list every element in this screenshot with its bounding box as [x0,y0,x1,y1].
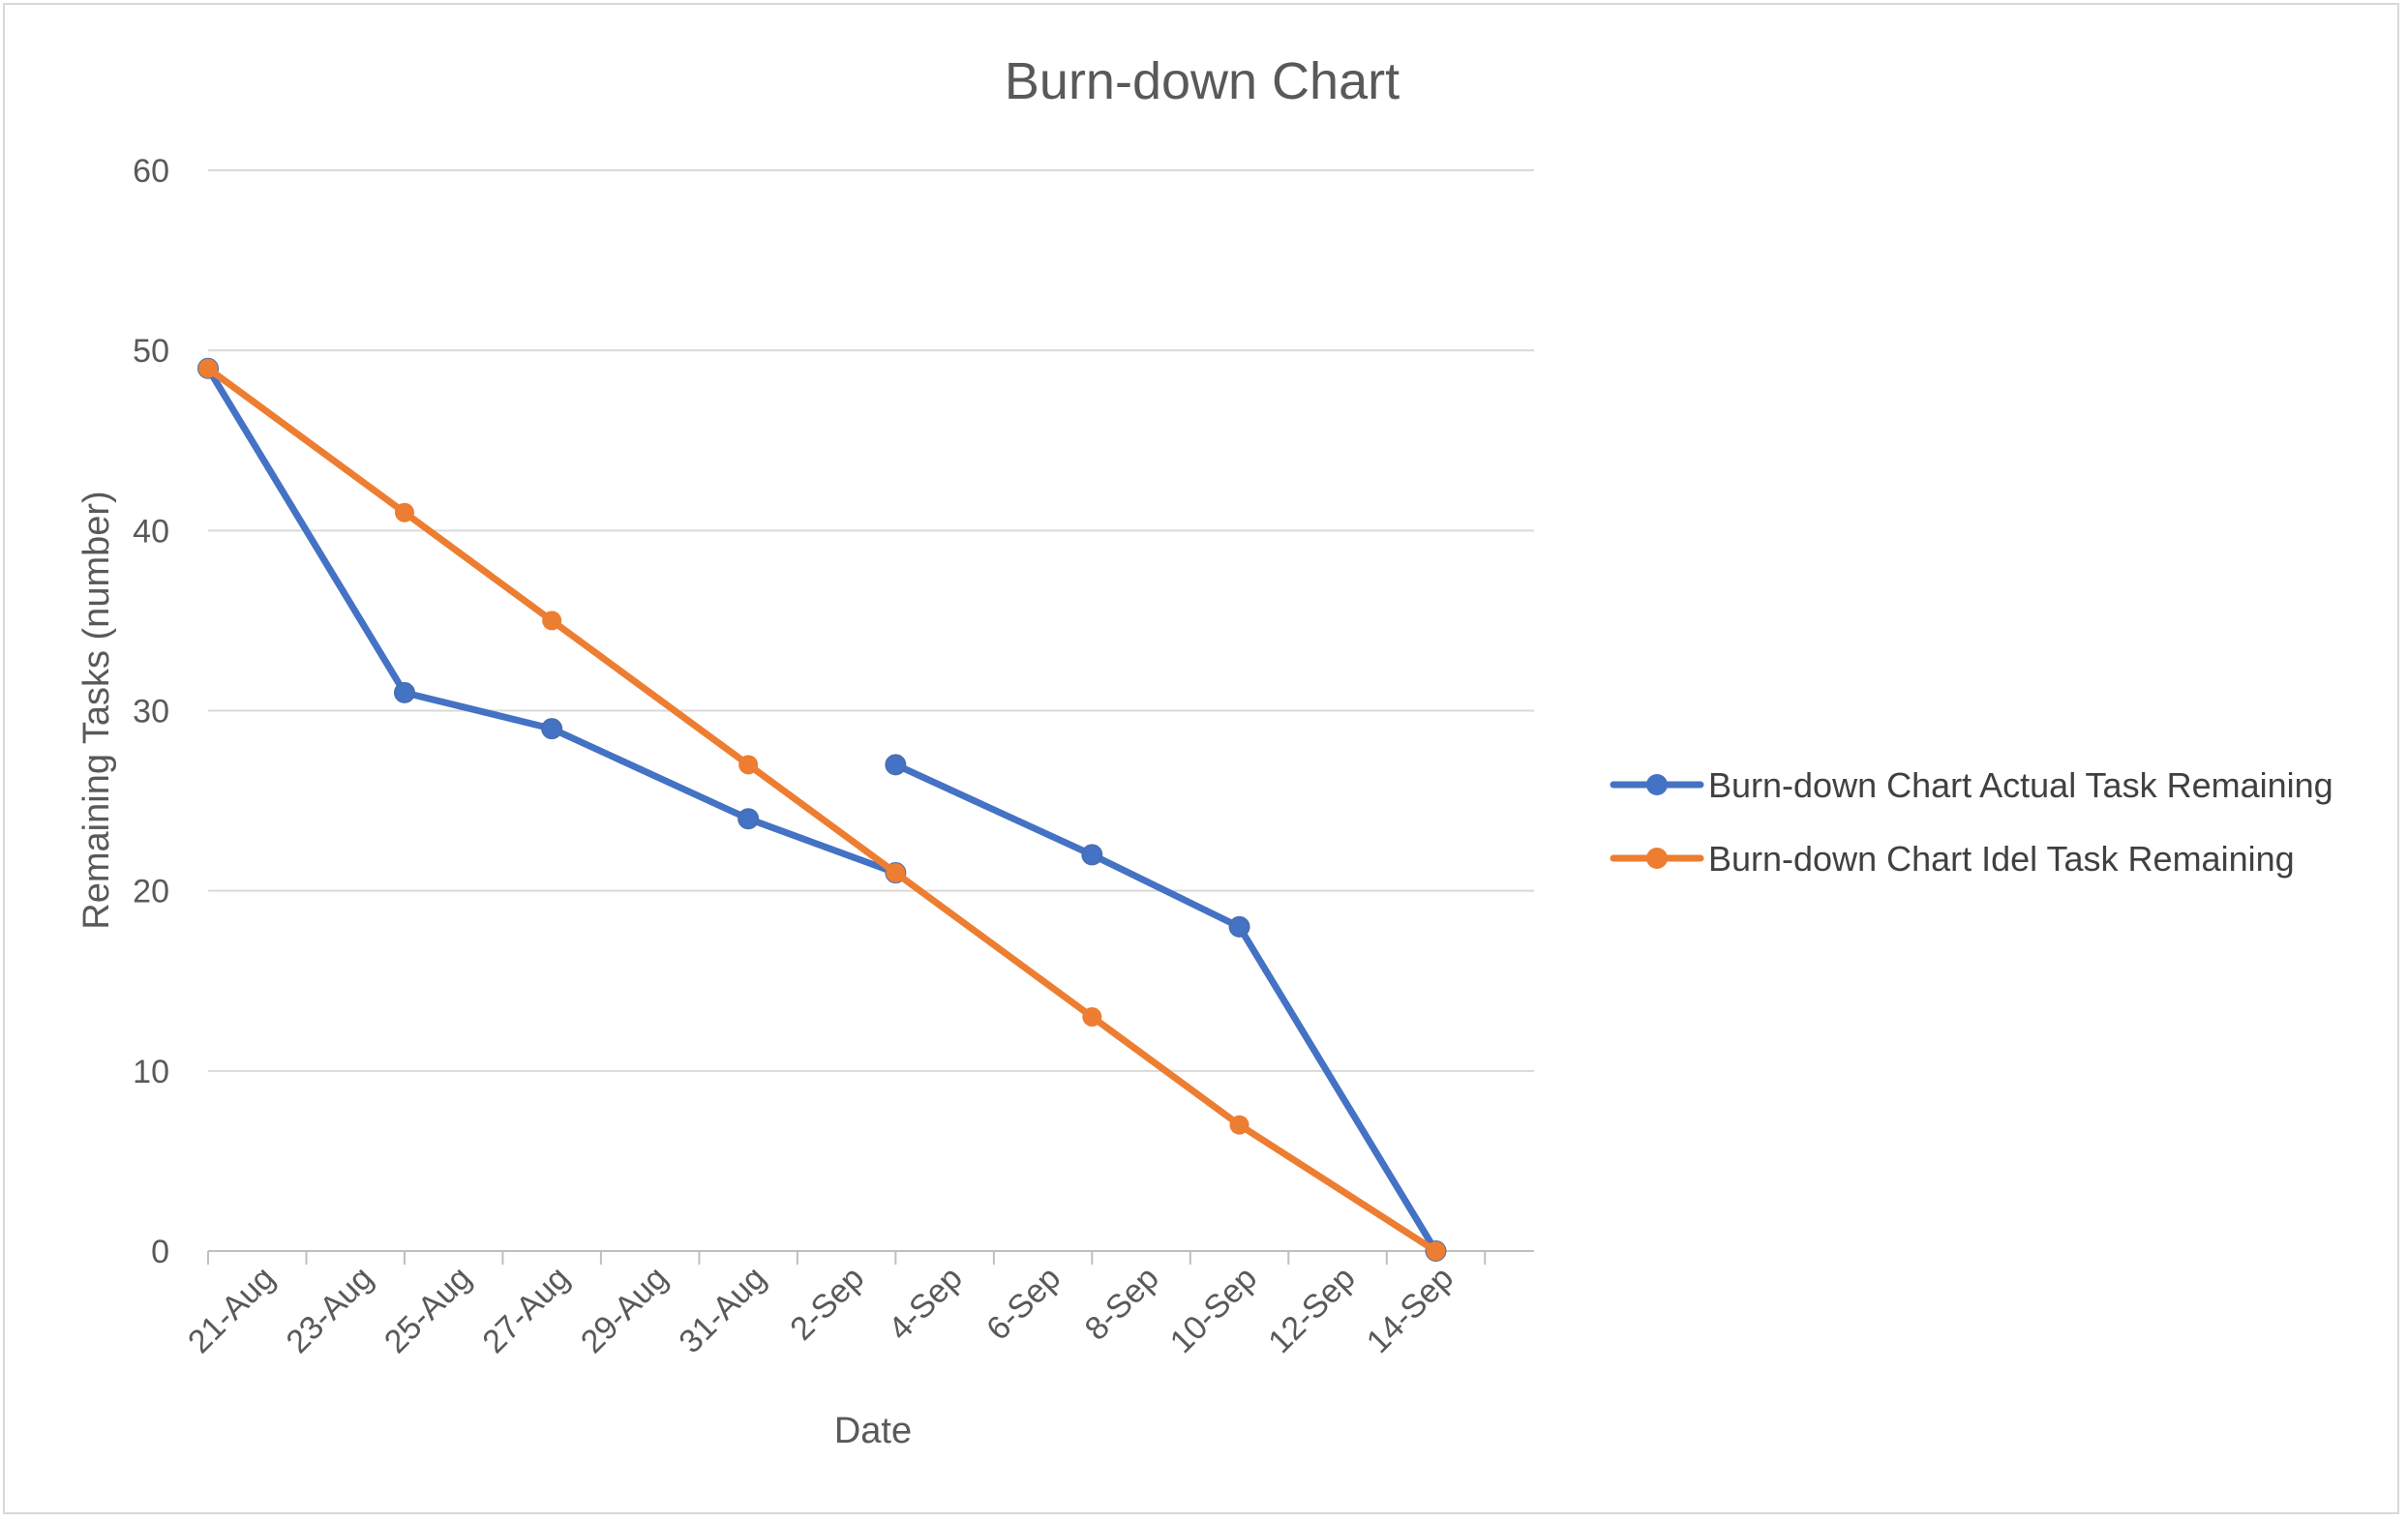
y-tick-label: 50 [133,333,169,370]
legend-label: Burn-down Chart Actual Task Remaining [1708,765,2333,805]
data-point [1228,915,1250,938]
series-lines [197,357,1447,1262]
series-line [891,760,1440,1255]
y-tick-label: 20 [133,874,169,910]
y-tick-label: 40 [133,513,169,550]
x-tick-label: 27-Aug [475,1260,576,1360]
data-point [541,718,563,740]
data-point [738,755,759,775]
data-point [1426,1241,1446,1261]
y-tick-label: 10 [133,1054,169,1090]
data-point [393,681,415,703]
legend-swatch-marker [1646,848,1668,869]
data-point [886,863,906,883]
data-point [885,754,907,776]
x-tick-label: 4-Sep [882,1260,970,1348]
y-axis: 0 10 20 30 40 50 60 [133,153,169,1270]
data-point [1082,1006,1102,1027]
x-tick-label: 29-Aug [574,1260,675,1360]
x-axis [207,1250,1534,1265]
legend-item: Burn-down Chart Idel Task Remaining [1610,839,2295,879]
data-point [1081,844,1103,866]
data-point [542,611,562,631]
series-actual [197,357,1447,1262]
chart-frame: Burn-down Chart 0 10 20 30 40 50 60 21-Aug 23-A… [3,3,2399,1514]
x-tick-label: 8-Sep [1078,1260,1166,1348]
gridlines [208,169,1534,1072]
x-tick-label: 6-Sep [979,1260,1068,1348]
y-tick-label: 0 [151,1234,169,1270]
legend-swatch-marker [1646,774,1668,795]
y-tick-label: 30 [133,694,169,731]
legend-item: Burn-down Chart Actual Task Remaining [1610,765,2333,805]
x-tick-label: 12-Sep [1261,1260,1362,1360]
x-tick-label: 2-Sep [783,1260,871,1348]
data-point [1229,1115,1249,1135]
y-tick-label: 60 [133,153,169,190]
legend-label: Burn-down Chart Idel Task Remaining [1708,839,2295,879]
x-tick-label: 21-Aug [181,1260,282,1360]
x-tick-label: 31-Aug [672,1260,772,1360]
legend: Burn-down Chart Actual Task Remaining Bur… [1610,765,2333,879]
y-axis-title: Remaining Tasks (number) [76,491,117,929]
data-point [394,502,414,522]
chart-title: Burn-down Chart [1005,52,1400,110]
x-tick-label: 23-Aug [279,1260,379,1360]
data-point [737,808,760,830]
series-line [204,365,1440,1255]
x-tick-label: 14-Sep [1360,1260,1460,1360]
series-ideal [198,358,1446,1261]
x-tick-label: 25-Aug [377,1260,478,1360]
x-axis-title: Date [834,1411,912,1451]
burn-down-chart: Burn-down Chart 0 10 20 30 40 50 60 21-Aug23-A… [76,52,2333,1451]
data-point [198,358,218,378]
x-tick-label: 10-Sep [1163,1260,1264,1360]
